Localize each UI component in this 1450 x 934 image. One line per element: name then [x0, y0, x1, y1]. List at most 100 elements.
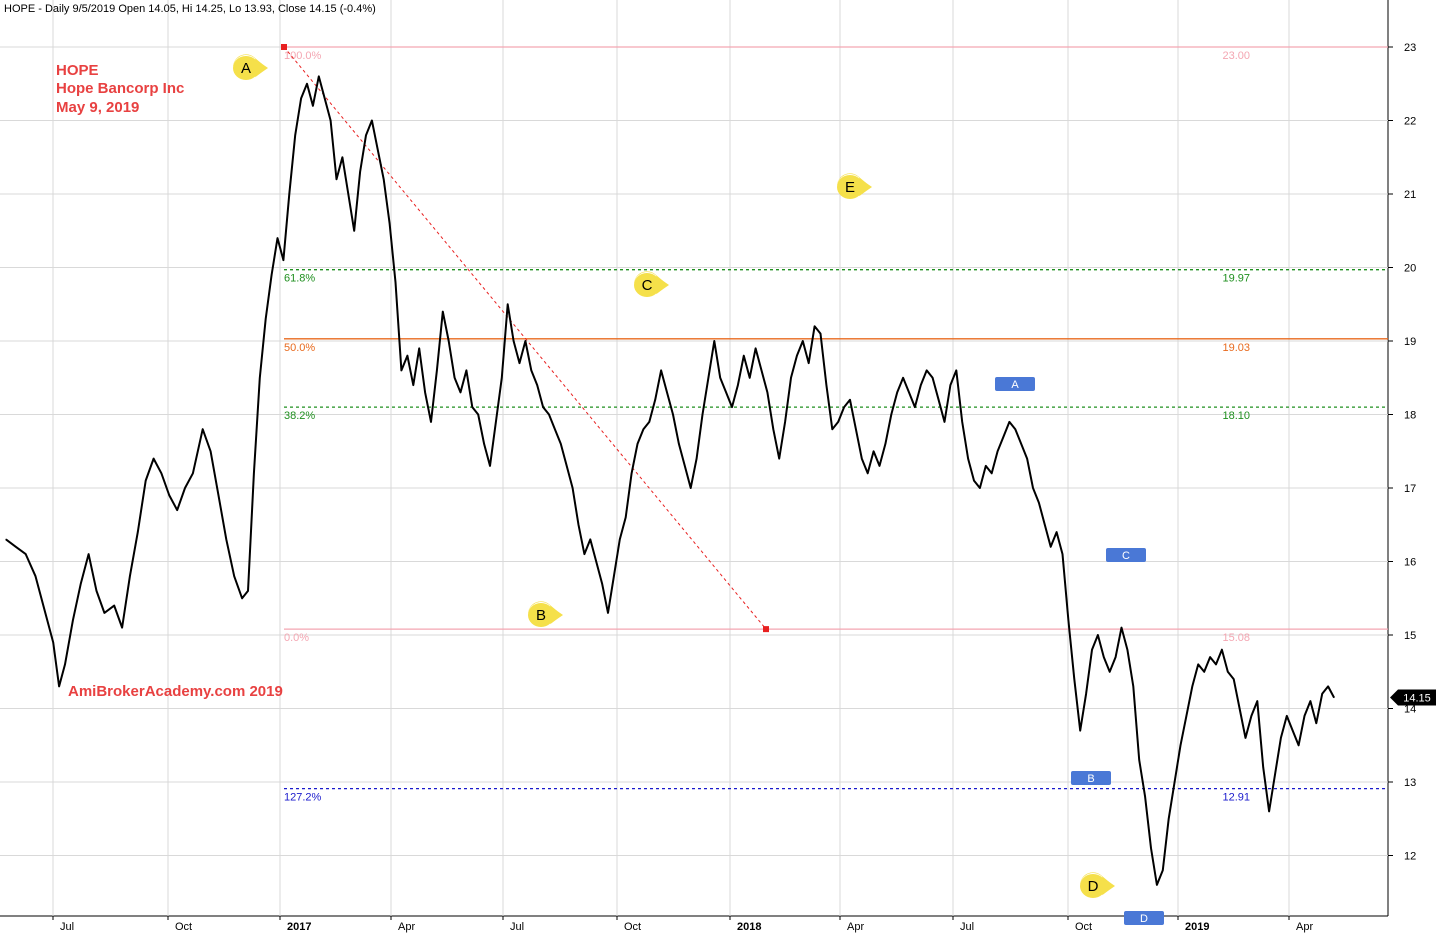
- price-point: [1286, 715, 1288, 717]
- price-point: [796, 355, 798, 357]
- price-point: [459, 391, 462, 393]
- price-point: [160, 472, 162, 474]
- price-point: [259, 377, 261, 379]
- price-point: [88, 553, 90, 555]
- price-point: [202, 428, 204, 430]
- price-point: [642, 428, 645, 430]
- price-point: [507, 303, 509, 305]
- price-series-line: [5, 75, 1335, 886]
- price-point: [341, 156, 343, 158]
- price-point: [678, 443, 680, 445]
- price-point: [961, 421, 963, 423]
- y-tick-label: 15: [1404, 630, 1416, 642]
- price-point: [1097, 634, 1099, 636]
- price-point: [619, 538, 621, 541]
- price-point: [997, 450, 999, 452]
- fib-anchor-low-marker: [763, 626, 769, 633]
- fib-level-label: 0.0%: [284, 632, 309, 644]
- price-point: [684, 465, 686, 467]
- price-point: [371, 119, 373, 122]
- price-point: [324, 97, 326, 99]
- price-point: [607, 612, 609, 614]
- price-point: [1280, 737, 1282, 739]
- fib-anchor-high-marker: [281, 44, 287, 50]
- price-point: [448, 340, 450, 342]
- x-tick-label: Jul: [60, 921, 74, 933]
- price-point: [1185, 715, 1187, 717]
- price-point: [1162, 869, 1164, 871]
- price-point: [542, 406, 544, 408]
- price-point: [253, 472, 255, 474]
- y-tick-label: 22: [1404, 116, 1416, 128]
- price-point: [347, 193, 349, 195]
- price-point: [837, 421, 839, 423]
- price-point: [400, 369, 402, 371]
- x-tick-label: Jul: [510, 921, 524, 933]
- price-point: [890, 413, 892, 416]
- price-point: [949, 384, 952, 386]
- x-tick-label: 2019: [1185, 921, 1209, 933]
- price-point: [1150, 847, 1152, 849]
- wave-label-c: C: [642, 277, 653, 294]
- price-point: [465, 369, 467, 371]
- price-point: [34, 575, 37, 577]
- price-point: [719, 377, 721, 379]
- price-point: [377, 149, 379, 151]
- price-point: [58, 685, 60, 688]
- price-point: [217, 494, 220, 496]
- price-point: [1321, 693, 1323, 695]
- price-point: [1268, 810, 1270, 813]
- price-point: [631, 472, 633, 474]
- price-point: [589, 538, 591, 541]
- price-point: [1002, 436, 1005, 438]
- price-point: [701, 413, 704, 416]
- price-point: [365, 134, 367, 136]
- fib-price-label: 15.08: [1222, 632, 1250, 644]
- price-point: [442, 311, 444, 313]
- price-point: [1144, 796, 1146, 798]
- price-point: [1056, 531, 1058, 533]
- price-point: [814, 325, 816, 327]
- y-tick-label: 18: [1404, 410, 1416, 422]
- x-tick-label: Oct: [1075, 921, 1092, 933]
- price-point: [412, 384, 414, 386]
- price-point: [572, 487, 574, 489]
- x-tick-label: Oct: [175, 921, 192, 933]
- price-point: [666, 391, 668, 393]
- price-point: [819, 333, 822, 335]
- price-point: [225, 538, 227, 541]
- price-point: [306, 83, 308, 85]
- price-point: [330, 119, 332, 122]
- price-point: [625, 516, 627, 519]
- price-point: [1174, 781, 1176, 783]
- price-point: [1168, 818, 1170, 820]
- fib-level-label: 61.8%: [284, 273, 315, 285]
- price-point: [873, 450, 875, 452]
- x-tick-label: Oct: [624, 921, 641, 933]
- price-point: [536, 384, 538, 386]
- price-point: [137, 531, 139, 533]
- price-point: [855, 428, 857, 430]
- price-point: [636, 443, 639, 445]
- price-point: [743, 355, 745, 357]
- price-point: [725, 391, 727, 393]
- wave-box-label-a: A: [1011, 379, 1019, 391]
- title-company: Hope Bancorp Inc: [56, 80, 184, 97]
- price-point: [113, 605, 115, 607]
- price-point: [1061, 553, 1064, 555]
- price-point: [247, 590, 249, 592]
- price-point: [1008, 421, 1011, 423]
- price-point: [1250, 715, 1252, 717]
- title-symbol: HOPE: [56, 62, 99, 79]
- price-point: [1244, 737, 1247, 739]
- price-point: [288, 193, 290, 195]
- wave-callout: [233, 56, 259, 80]
- price-point: [394, 281, 397, 283]
- price-point: [648, 421, 650, 423]
- price-point: [241, 597, 243, 599]
- price-point: [1262, 766, 1264, 768]
- price-point: [566, 465, 568, 467]
- price-point: [424, 391, 426, 393]
- price-point: [731, 406, 733, 408]
